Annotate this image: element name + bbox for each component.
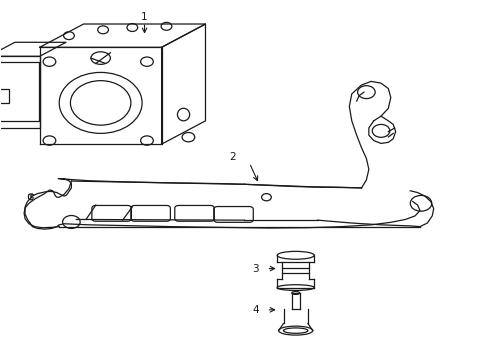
Text: 3: 3 bbox=[252, 264, 259, 274]
Bar bbox=[0, 89, 9, 103]
Text: 4: 4 bbox=[252, 305, 259, 315]
Text: 1: 1 bbox=[141, 12, 147, 22]
Text: 2: 2 bbox=[228, 152, 235, 162]
